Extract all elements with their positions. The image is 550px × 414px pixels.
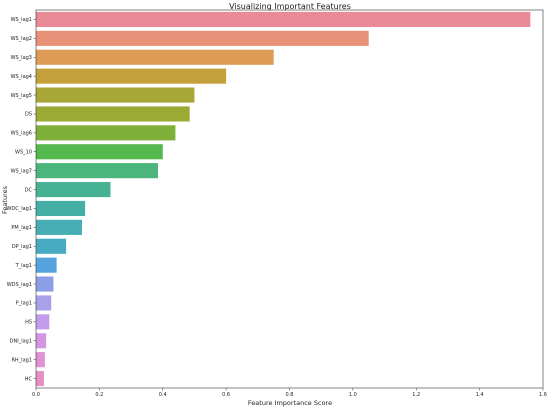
y-tick-label: HC <box>25 376 33 382</box>
y-tick-label: T_lag1 <box>15 263 32 269</box>
y-tick-label: WS_lag7 <box>11 168 32 174</box>
bar-WS_lag2 <box>36 30 369 46</box>
bar-DC <box>36 181 111 198</box>
y-tick-label: P_lag1 <box>16 301 32 307</box>
y-tick-label: WDS_lag1 <box>7 282 32 288</box>
x-tick-label: 1.2 <box>412 392 420 398</box>
x-tick-label: 1.4 <box>476 392 484 398</box>
plot-area-border <box>35 9 544 389</box>
x-tick-label: 0.0 <box>32 392 40 398</box>
plot-frame <box>35 9 544 389</box>
bar-WS_lag5 <box>36 87 195 103</box>
y-tick-label: PM_lag1 <box>11 225 32 231</box>
x-tick-label: 0.8 <box>286 392 294 398</box>
bar-P_lag1 <box>36 295 52 311</box>
y-tick-label: WS_lag2 <box>11 36 32 42</box>
x-tick-label: 1.6 <box>539 392 547 398</box>
bar-WS_lag3 <box>36 49 274 65</box>
bar-WS_10 <box>36 144 163 160</box>
bar-HS <box>36 314 50 330</box>
bar-DP_lag1 <box>36 238 67 254</box>
y-tick-label: DP_lag1 <box>12 244 32 250</box>
x-axis-label: Feature Importance Score <box>248 399 332 407</box>
x-tick-labels: 0.0 0.2 0.4 0.6 0.8 1.0 1.2 1.4 1.6 <box>32 388 547 398</box>
y-axis-label: Features <box>1 185 9 214</box>
bar-DNI_lag1 <box>36 333 47 349</box>
bar-HC <box>36 370 44 387</box>
bar-WS_lag6 <box>36 125 176 141</box>
bar-WS_lag7 <box>36 163 158 179</box>
y-tick-labels: WS_lag1 WS_lag2 WS_lag3 WS_lag4 WS_lag5 DS WS_… <box>6 17 36 382</box>
bar-WS_lag1 <box>36 11 531 28</box>
chart-title: Visualizing Important Features <box>229 2 351 11</box>
bar-PM_lag1 <box>36 219 82 235</box>
bar-WDS_lag1 <box>36 276 54 292</box>
y-tick-label: WS_lag3 <box>11 55 32 61</box>
y-tick-label: DS <box>25 112 32 118</box>
x-tick-label: 0.6 <box>222 392 230 398</box>
y-tick-label: WS_lag1 <box>11 17 32 23</box>
bars-group <box>36 11 531 387</box>
x-tick-label: 1.0 <box>349 392 357 398</box>
y-tick-label: WDC_lag1 <box>6 206 32 212</box>
bar-WS_lag4 <box>36 68 227 84</box>
y-tick-label: RH_lag1 <box>11 357 32 363</box>
bar-DS <box>36 106 190 122</box>
bar-WDC_lag1 <box>36 200 86 217</box>
bar-T_lag1 <box>36 257 57 273</box>
x-tick-label: 0.4 <box>159 392 167 398</box>
y-tick-label: WS_lag5 <box>11 93 32 99</box>
y-tick-label: WS_lag6 <box>11 131 32 137</box>
y-tick-label: WS_lag4 <box>11 74 32 80</box>
x-tick-label: 0.2 <box>95 392 103 398</box>
y-tick-label: WS_10 <box>15 149 32 155</box>
y-tick-label: DNI_lag1 <box>10 338 32 344</box>
bar-RH_lag1 <box>36 352 45 368</box>
y-tick-label: HS <box>25 320 32 326</box>
y-tick-label: DC <box>25 187 33 193</box>
